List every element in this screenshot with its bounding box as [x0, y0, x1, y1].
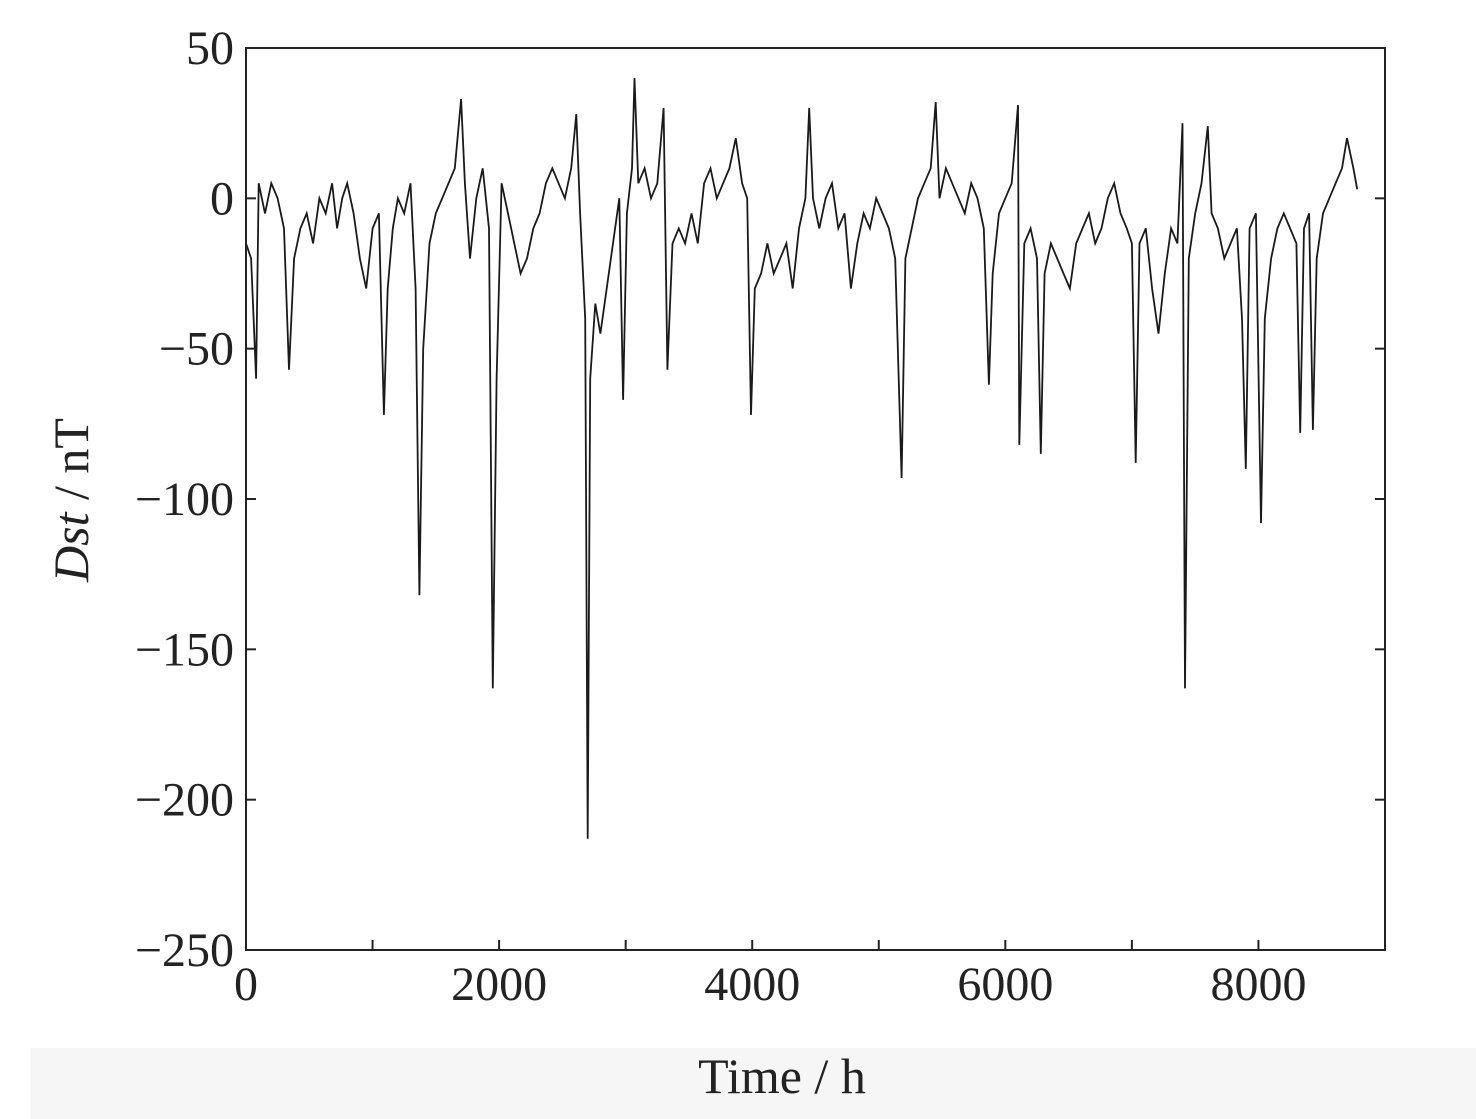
y-tick-label: −150: [135, 623, 234, 676]
y-tick-label: −50: [159, 323, 234, 376]
x-tick-label: 8000: [1210, 958, 1306, 1011]
y-tick-label: −100: [135, 473, 234, 526]
x-tick-label: 2000: [451, 958, 547, 1011]
y-tick-label: 50: [186, 22, 234, 75]
y-axis-label: Dst / nT: [43, 418, 99, 583]
y-axis-label-symbol: Dst: [43, 511, 99, 583]
x-axis-label: Time / h: [698, 1048, 866, 1104]
x-tick-label: 4000: [704, 958, 800, 1011]
dst-series-line: [245, 78, 1359, 839]
plot-frame: [245, 47, 1386, 951]
y-axis-label-unit: / nT: [43, 418, 99, 512]
bottom-gray-band: [30, 1048, 1476, 1119]
y-tick-label: 0: [210, 172, 234, 225]
x-tick-label: 6000: [957, 958, 1053, 1011]
y-tick-label: −250: [135, 924, 234, 977]
x-tick-label: 0: [234, 958, 258, 1011]
y-tick-label: −200: [135, 774, 234, 827]
